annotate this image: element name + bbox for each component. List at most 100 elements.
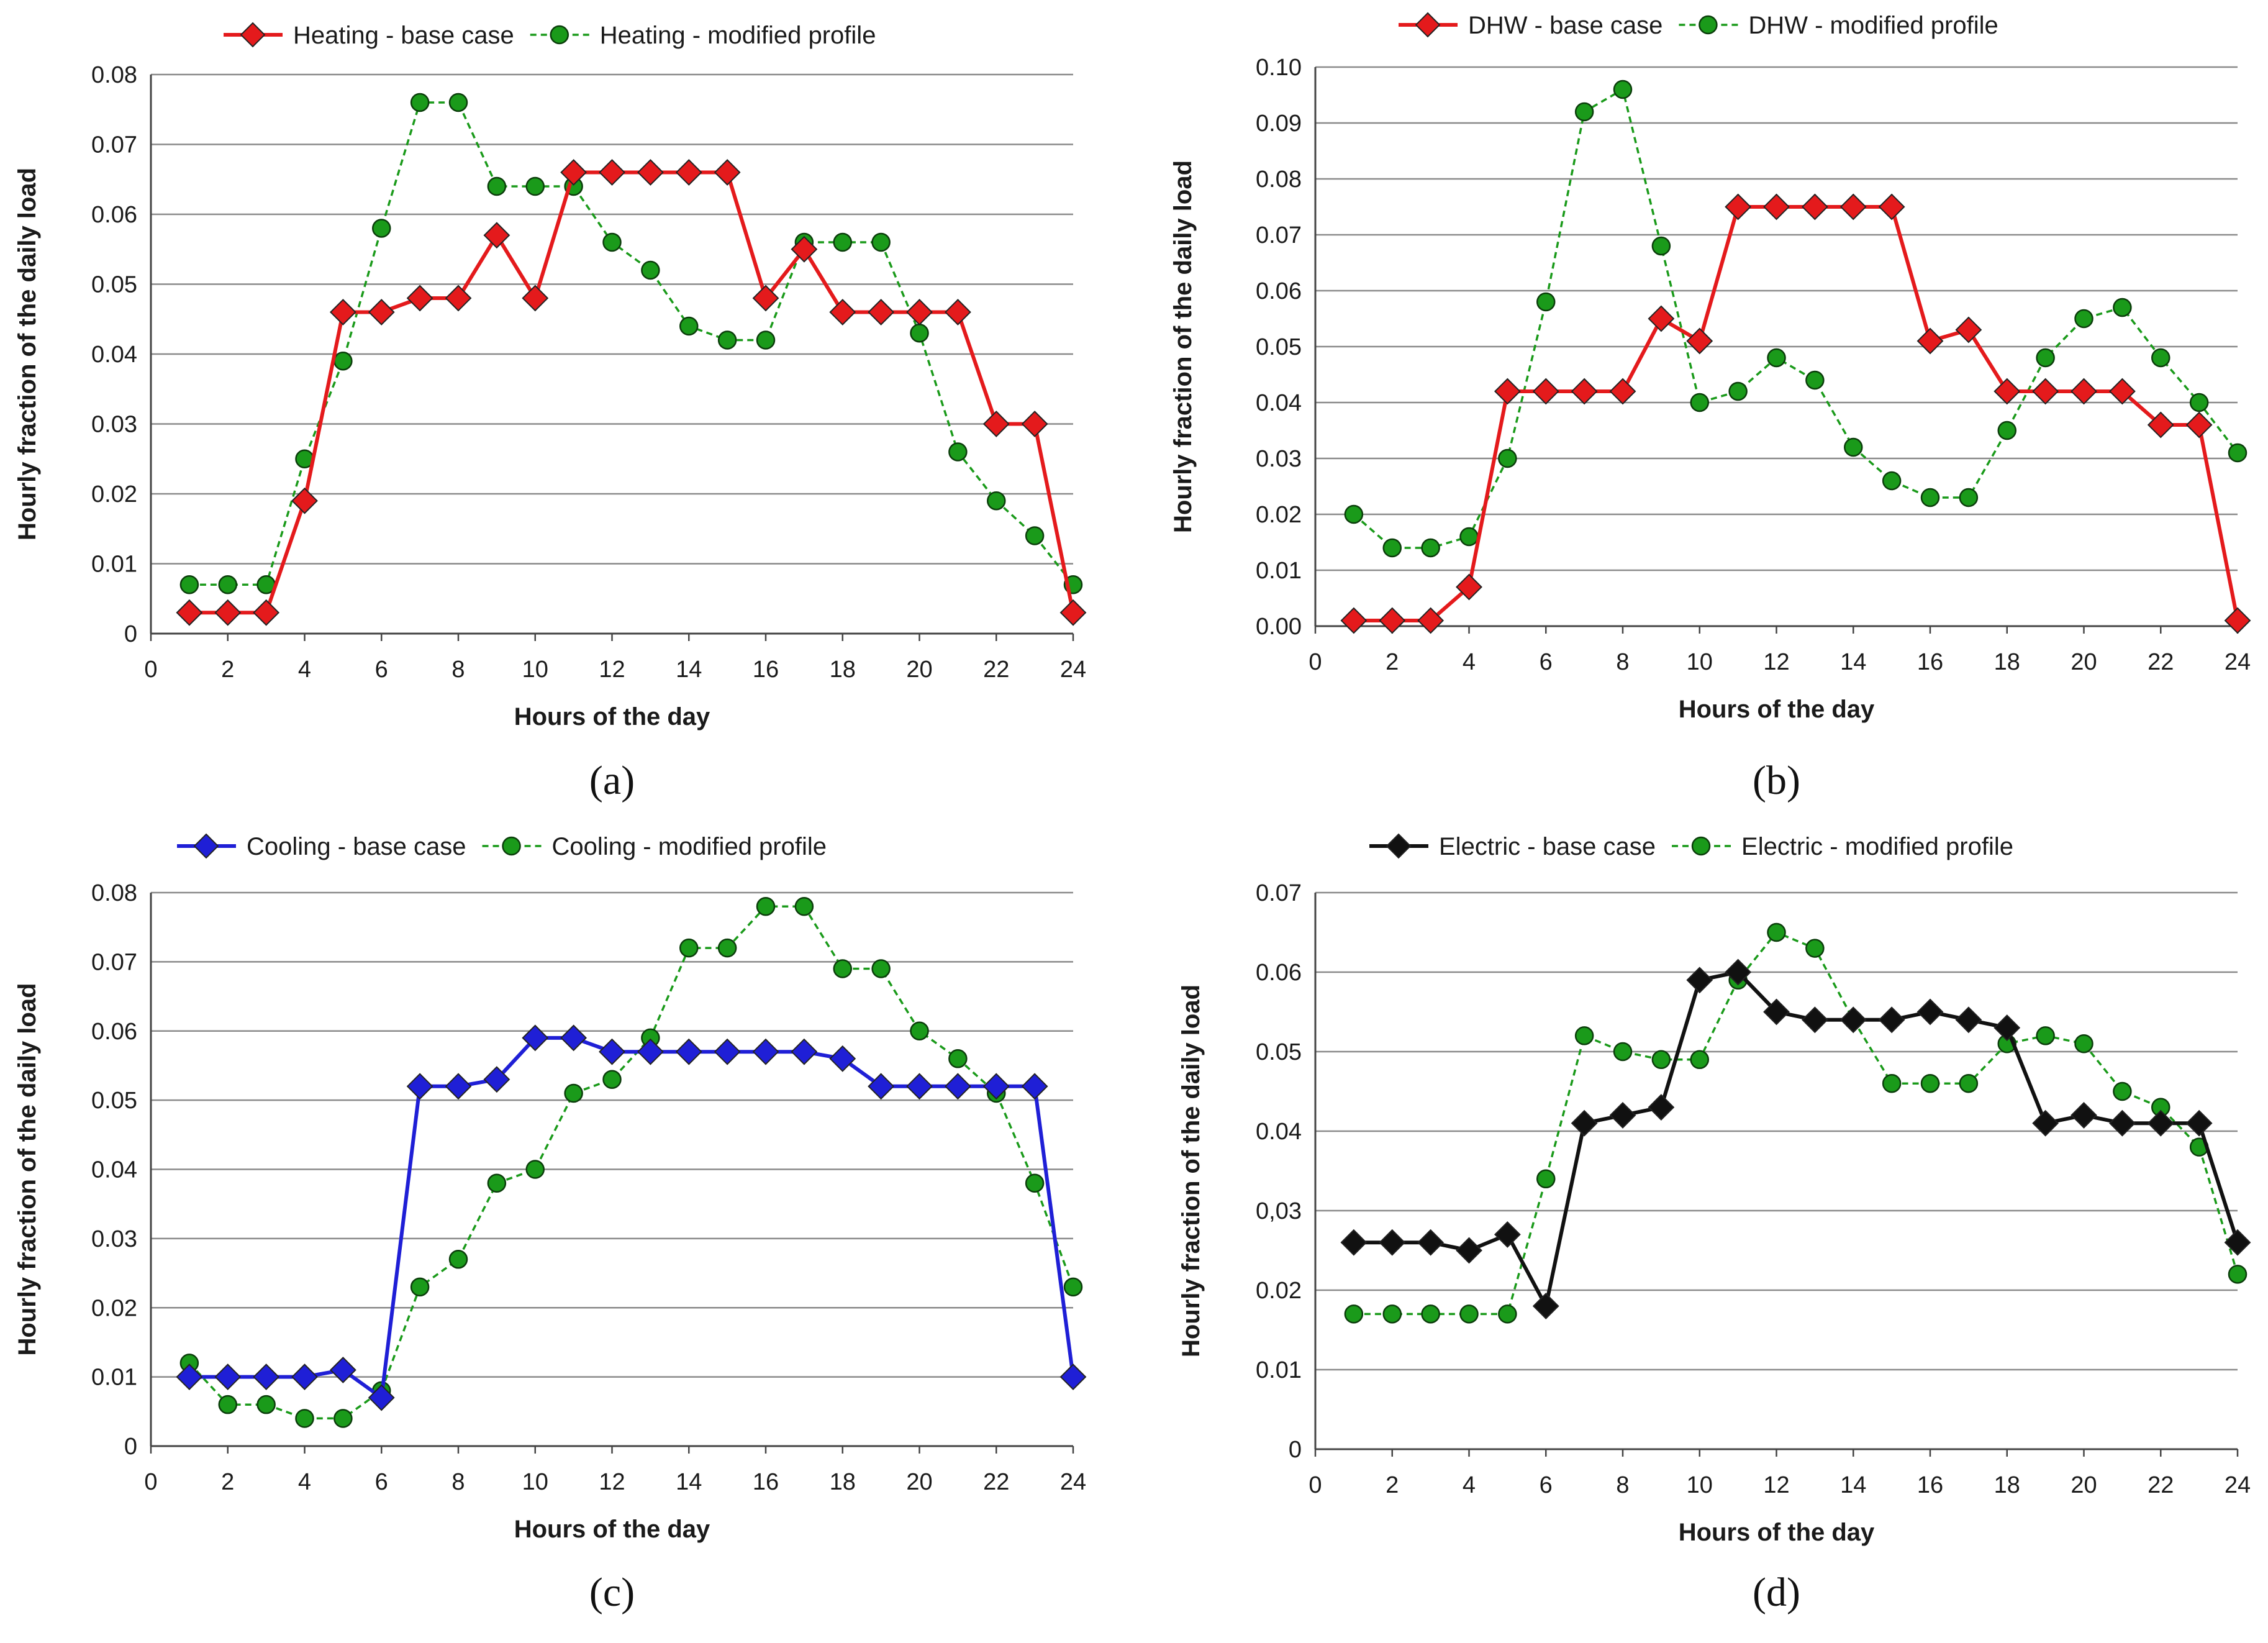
- data-point: [1532, 1293, 1559, 1320]
- x-tick-label: 8: [1616, 1472, 1629, 1498]
- panel-label: (d): [1753, 1570, 1800, 1615]
- data-point: [2147, 411, 2174, 439]
- data-point: [1536, 292, 1556, 312]
- data-point: [675, 159, 702, 186]
- x-tick-label: 14: [1840, 649, 1866, 675]
- data-point: [1767, 922, 1786, 942]
- data-point: [1651, 1050, 1671, 1070]
- panel-label: (b): [1753, 758, 1800, 803]
- data-point: [179, 575, 199, 594]
- data-point: [1648, 305, 1675, 332]
- legend: Heating - base case Heating - modified pr…: [224, 22, 876, 49]
- x-tick-label: 10: [1687, 1472, 1713, 1498]
- data-point: [987, 491, 1006, 511]
- y-tick-label: 0.02: [91, 481, 137, 507]
- data-point: [333, 352, 353, 371]
- x-tick-label: 22: [983, 657, 1009, 683]
- x-tick-label: 24: [1060, 657, 1086, 683]
- legend-label-modified: Heating - modified profile: [600, 22, 876, 49]
- data-point: [1382, 538, 1402, 558]
- legend-label-base-case: Heating - base case: [293, 22, 514, 49]
- data-point: [906, 299, 933, 325]
- y-tick-label: 0: [1289, 1437, 1302, 1463]
- data-point: [560, 1024, 587, 1052]
- data-point: [871, 232, 891, 252]
- data-point: [2189, 393, 2209, 412]
- legend-label-base-case: Electric - base case: [1439, 833, 1656, 860]
- data-point: [218, 1395, 237, 1414]
- x-tick-label: 22: [2148, 1472, 2174, 1498]
- data-point: [1955, 1006, 1982, 1034]
- x-tick-label: 6: [375, 657, 388, 683]
- data-point: [1571, 1109, 1598, 1137]
- y-axis-label: Hourly fraction of the daily load: [14, 983, 41, 1355]
- data-point: [522, 284, 549, 312]
- x-axis-label: Hours of the day: [514, 703, 710, 730]
- legend: DHW - base case DHW - modified profile: [1399, 12, 1998, 39]
- legend-marker-base-case: [1386, 833, 1412, 859]
- y-axis-label: Hourly fraction of the daily load: [1169, 160, 1197, 533]
- data-point: [564, 1083, 583, 1103]
- data-point: [641, 260, 660, 280]
- data-point: [2113, 298, 2132, 317]
- y-tick-label: 0.07: [91, 949, 137, 975]
- y-tick-label: 0.03: [1256, 446, 1302, 472]
- data-point: [1609, 1101, 1636, 1129]
- data-point: [1613, 1042, 1633, 1062]
- data-point: [2228, 1265, 2248, 1284]
- data-point: [1801, 193, 1828, 221]
- x-tick-label: 4: [298, 657, 311, 683]
- y-tick-label: 0.08: [91, 880, 137, 906]
- data-point: [829, 299, 856, 325]
- legend: Cooling - base case Cooling - modified pr…: [177, 833, 827, 860]
- x-tick-label: 6: [375, 1469, 388, 1495]
- data-point: [1725, 958, 1752, 986]
- legend-label-base-case: DHW - base case: [1468, 12, 1662, 39]
- x-tick-label: 16: [753, 1469, 779, 1495]
- data-point: [675, 1038, 702, 1065]
- data-point: [1916, 998, 1944, 1026]
- data-point: [1805, 939, 1825, 958]
- data-point: [2036, 1026, 2055, 1045]
- x-tick-label: 18: [1994, 649, 2020, 675]
- data-point: [253, 599, 280, 626]
- x-tick-label: 0: [144, 1469, 157, 1495]
- series-line-base-case: [189, 1035, 1075, 1400]
- data-point: [948, 1049, 968, 1068]
- data-point: [2185, 411, 2213, 439]
- data-point: [944, 299, 971, 325]
- data-point: [1025, 526, 1045, 545]
- x-tick-label: 18: [830, 1469, 856, 1495]
- y-tick-label: 0.01: [1256, 1357, 1302, 1383]
- y-tick-label: 0.07: [91, 132, 137, 158]
- x-tick-label: 16: [753, 657, 779, 683]
- legend-label-modified: Electric - modified profile: [1741, 833, 2013, 860]
- data-point: [1920, 488, 1940, 507]
- legend: Electric - base case Electric - modified …: [1369, 833, 2013, 860]
- legend-marker-modified: [502, 836, 521, 856]
- data-point: [1801, 1006, 1828, 1034]
- y-tick-label: 0.07: [1256, 222, 1302, 248]
- data-point: [1997, 421, 2016, 440]
- data-point: [1574, 102, 1594, 122]
- data-point: [714, 1038, 741, 1065]
- series-line-modified-profile: [1353, 88, 2239, 549]
- data-point: [2074, 1034, 2093, 1054]
- data-point: [372, 219, 391, 238]
- data-point: [1690, 393, 1709, 412]
- x-tick-label: 24: [2225, 1472, 2251, 1498]
- data-point: [445, 284, 472, 312]
- data-point: [637, 159, 664, 186]
- data-point: [717, 330, 737, 350]
- x-tick-label: 6: [1540, 1472, 1553, 1498]
- data-point: [445, 1073, 472, 1100]
- data-point: [2036, 348, 2055, 368]
- data-point: [637, 1038, 664, 1065]
- data-point: [522, 1024, 549, 1052]
- legend-label-modified: DHW - modified profile: [1748, 12, 1998, 39]
- data-point: [448, 1250, 468, 1269]
- data-point: [1421, 538, 1440, 558]
- y-tick-label: 0.02: [91, 1295, 137, 1321]
- panel-label: (c): [589, 1570, 635, 1615]
- x-tick-label: 16: [1917, 649, 1943, 675]
